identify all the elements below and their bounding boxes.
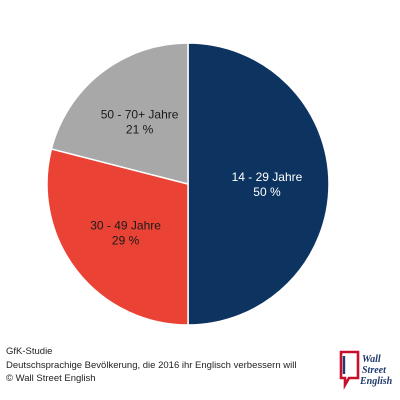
slice-label-1: 30 - 49 Jahre	[90, 218, 161, 232]
slice-value-2: 21 %	[126, 123, 154, 137]
logo-text-street: Street	[362, 365, 387, 376]
description-text: Deutschsprachige Bevölkerung, die 2016 i…	[6, 359, 297, 371]
chart-footer: GfK-Studie Deutschsprachige Bevölkerung,…	[6, 345, 296, 386]
slice-label-2: 50 - 70+ Jahre	[101, 108, 179, 122]
copyright-text: © Wall Street English	[6, 373, 96, 384]
logo-text-english: English	[359, 376, 393, 387]
wall-street-english-logo: Wall Street English	[338, 348, 396, 392]
pie-slice-0	[187, 42, 330, 326]
pie-slice-2	[50, 42, 189, 185]
speech-bubble-icon	[339, 350, 360, 390]
logo-text-wall: Wall	[362, 354, 381, 365]
slice-label-0: 14 - 29 Jahre	[232, 170, 303, 184]
slice-value-0: 50 %	[253, 185, 281, 199]
slice-value-1: 29 %	[112, 233, 140, 247]
pie-slices	[46, 42, 330, 326]
source-text: GfK-Studie	[6, 346, 53, 357]
pie-slice-1	[46, 148, 189, 326]
